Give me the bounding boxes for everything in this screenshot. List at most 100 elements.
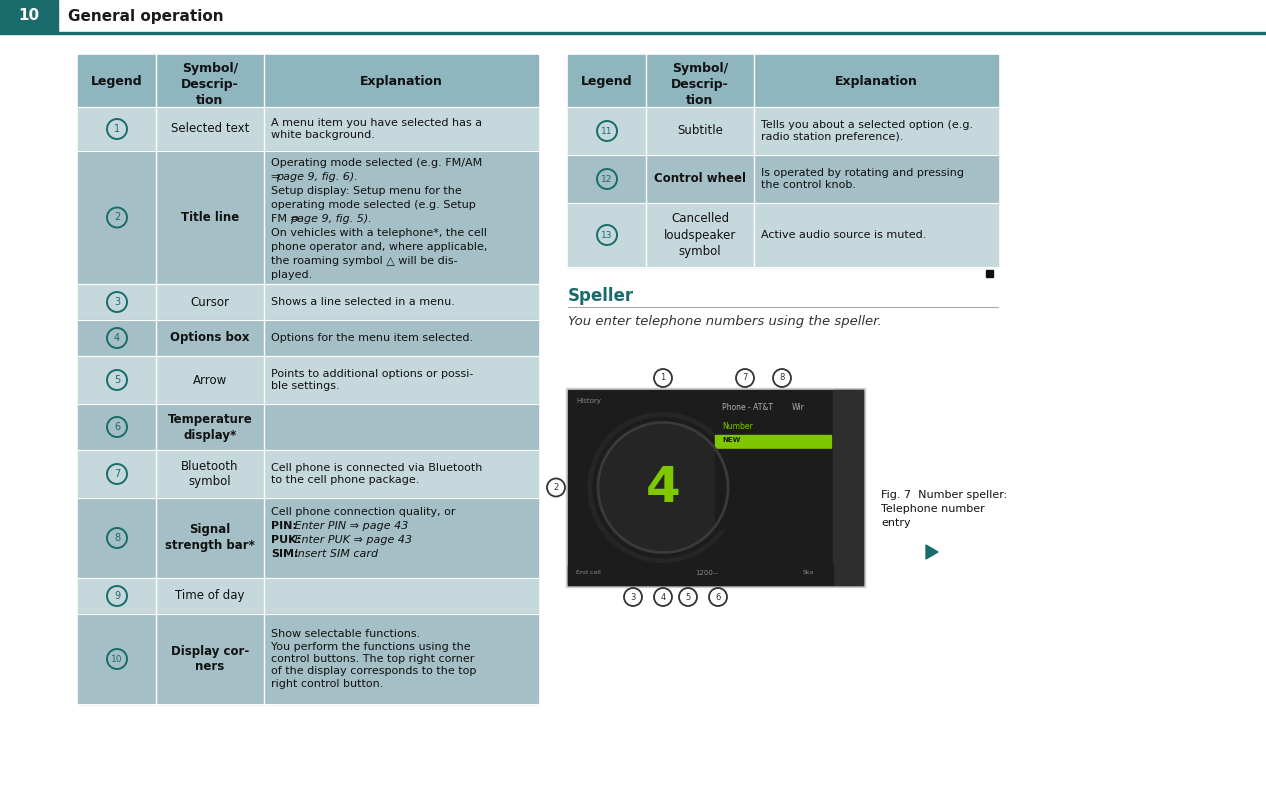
Text: 11: 11 (601, 126, 613, 135)
Circle shape (592, 417, 733, 557)
Bar (0, 0, 58, 32)
Text: 10: 10 (111, 654, 123, 663)
Text: Cell phone is connected via Bluetooth
to the cell phone package.: Cell phone is connected via Bluetooth to… (271, 463, 482, 485)
Text: Cursor: Cursor (190, 296, 229, 309)
Text: SIM:: SIM: (271, 549, 299, 559)
Text: End call: End call (576, 570, 601, 575)
Text: 6: 6 (114, 422, 120, 432)
Text: Cancelled
loudspeaker
symbol: Cancelled loudspeaker symbol (663, 212, 737, 258)
Text: 5: 5 (685, 592, 691, 602)
Circle shape (587, 412, 738, 562)
Text: Show selectable functions.
You perform the functions using the
control buttons. : Show selectable functions. You perform t… (271, 629, 476, 688)
Text: Number: Number (722, 422, 753, 431)
Text: operating mode selected (e.g. Setup: operating mode selected (e.g. Setup (271, 200, 476, 210)
Text: Legend: Legend (581, 75, 633, 87)
Text: played.: played. (271, 270, 313, 280)
Text: Legend: Legend (91, 75, 143, 87)
Bar (78, 356, 538, 404)
Text: Temperature
display*: Temperature display* (167, 412, 252, 441)
Bar (715, 400, 830, 418)
Text: phone operator and, where applicable,: phone operator and, where applicable, (271, 242, 487, 252)
Bar (78, 284, 538, 320)
Text: Explanation: Explanation (360, 75, 442, 87)
Text: 8: 8 (780, 373, 785, 382)
Text: 1: 1 (661, 373, 666, 382)
Text: Points to additional options or possi-
ble settings.: Points to additional options or possi- b… (271, 369, 473, 391)
Text: 1200--: 1200-- (695, 570, 718, 576)
Text: 6: 6 (715, 592, 720, 602)
Text: PIN:: PIN: (271, 521, 296, 531)
Text: Arrow: Arrow (192, 373, 227, 386)
Text: Insert SIM card: Insert SIM card (291, 549, 379, 559)
Text: page 9, fig. 5).: page 9, fig. 5). (290, 214, 372, 224)
Text: 7: 7 (742, 373, 748, 382)
Text: FM ⇒: FM ⇒ (271, 214, 304, 224)
Text: 4: 4 (661, 592, 666, 602)
Text: 9: 9 (114, 591, 120, 601)
Text: 4: 4 (114, 333, 120, 343)
Text: 13: 13 (601, 231, 613, 240)
Text: 2: 2 (114, 212, 120, 223)
Text: 8: 8 (114, 533, 120, 543)
Text: Phone - AT&T: Phone - AT&T (722, 403, 774, 412)
Text: Options box: Options box (170, 331, 249, 344)
Bar (833, 390, 863, 585)
Text: 4: 4 (646, 463, 680, 511)
Text: Wir: Wir (793, 403, 805, 412)
Text: page 9, fig. 6).: page 9, fig. 6). (276, 172, 357, 182)
Circle shape (598, 423, 728, 552)
Text: Setup display: Setup menu for the: Setup display: Setup menu for the (271, 186, 462, 196)
Text: Enter PUK ⇒ page 43: Enter PUK ⇒ page 43 (291, 535, 413, 545)
Bar (986, 270, 993, 277)
Text: 12: 12 (601, 174, 613, 184)
Text: Tells you about a selected option (e.g.
radio station preference).: Tells you about a selected option (e.g. … (761, 120, 974, 143)
Text: 10: 10 (19, 8, 39, 23)
Text: History: History (576, 398, 601, 404)
Bar (568, 565, 833, 585)
Text: 1: 1 (114, 124, 120, 134)
Text: Control wheel: Control wheel (655, 173, 746, 185)
Bar (78, 107, 538, 151)
Bar (568, 203, 998, 267)
Text: Shows a line selected in a menu.: Shows a line selected in a menu. (271, 297, 454, 307)
Text: A menu item you have selected has a
white background.: A menu item you have selected has a whit… (271, 117, 482, 140)
Text: Subtitle: Subtitle (677, 125, 723, 138)
Text: ⇒: ⇒ (271, 172, 284, 182)
Bar (78, 151, 538, 284)
Bar (715, 449, 830, 529)
Text: PUK:: PUK: (271, 535, 301, 545)
Bar (715, 435, 830, 448)
Text: Symbol/
Descrip-
tion: Symbol/ Descrip- tion (181, 62, 239, 107)
Bar (0, 32, 1266, 34)
Bar (78, 404, 538, 450)
Text: You enter telephone numbers using the speller.: You enter telephone numbers using the sp… (568, 315, 881, 328)
Bar (568, 55, 998, 107)
Text: Title line: Title line (181, 211, 239, 224)
Text: NEW: NEW (722, 437, 741, 443)
Polygon shape (925, 545, 938, 559)
Bar (78, 55, 538, 107)
Bar (566, 388, 865, 587)
Bar (78, 578, 538, 614)
Text: Bluetooth
symbol: Bluetooth symbol (181, 459, 239, 488)
Text: Display cor-
ners: Display cor- ners (171, 645, 249, 673)
Text: Enter PIN ⇒ page 43: Enter PIN ⇒ page 43 (291, 521, 409, 531)
Text: Speller: Speller (568, 287, 634, 305)
Text: Options for the menu item selected.: Options for the menu item selected. (271, 333, 473, 343)
Bar (568, 155, 998, 203)
Text: Ska: Ska (803, 570, 814, 575)
Bar (78, 498, 538, 578)
Bar (568, 390, 863, 585)
Text: 7: 7 (114, 469, 120, 479)
Text: 3: 3 (114, 297, 120, 307)
Text: On vehicles with a telephone*, the cell: On vehicles with a telephone*, the cell (271, 228, 487, 238)
Text: Fig. 7  Number speller:
Telephone number
entry: Fig. 7 Number speller: Telephone number … (881, 490, 1008, 528)
Text: Signal
strength bar*: Signal strength bar* (165, 523, 254, 552)
Bar (568, 107, 998, 155)
Text: Time of day: Time of day (175, 590, 244, 603)
Text: Active audio source is muted.: Active audio source is muted. (761, 230, 927, 240)
Text: 5: 5 (114, 375, 120, 385)
Text: the roaming symbol △ will be dis-: the roaming symbol △ will be dis- (271, 256, 457, 266)
Text: Is operated by rotating and pressing
the control knob.: Is operated by rotating and pressing the… (761, 168, 963, 190)
Bar (78, 450, 538, 498)
